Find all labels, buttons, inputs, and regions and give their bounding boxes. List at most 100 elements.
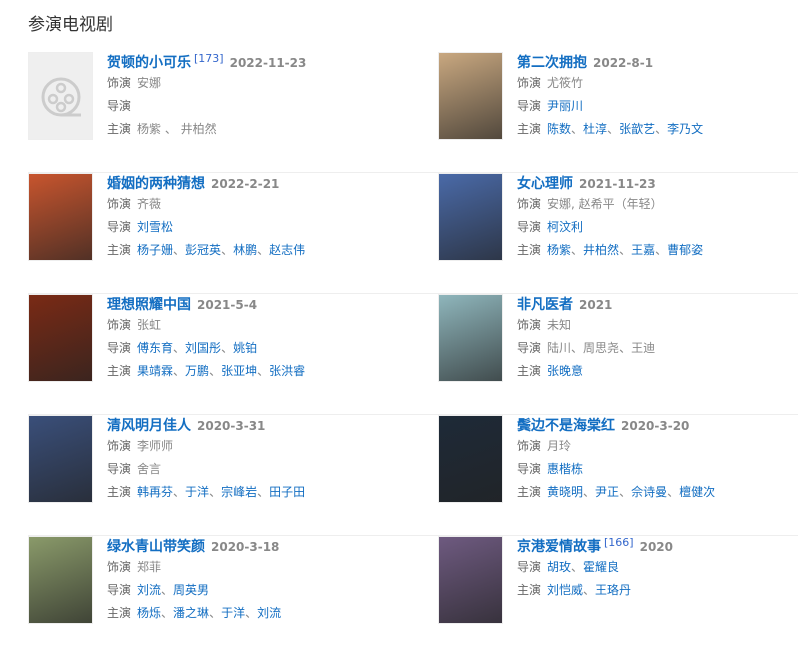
person-link[interactable]: 于洋 xyxy=(221,606,246,620)
role-row: 饰演 尤筱竹 xyxy=(517,72,703,95)
person-link[interactable]: 杨子姗 xyxy=(137,243,174,257)
drama-title-link[interactable]: 清风明月佳人 xyxy=(107,418,191,434)
person-link[interactable]: 尹丽川 xyxy=(547,99,584,113)
person-link[interactable]: 田子田 xyxy=(269,485,306,499)
poster-image[interactable] xyxy=(28,536,93,624)
drama-title-link[interactable]: 第二次拥抱 xyxy=(517,55,587,71)
person-link[interactable]: 赵志伟 xyxy=(269,243,306,257)
director-label: 导演 xyxy=(107,583,132,597)
drama-title-link[interactable]: 鬓边不是海棠红 xyxy=(517,418,615,434)
separator: 、 xyxy=(173,243,186,257)
separator: 、 xyxy=(161,122,181,136)
person-link[interactable]: 胡玫 xyxy=(547,560,572,574)
person-link[interactable]: 刘流 xyxy=(257,606,282,620)
poster-image[interactable] xyxy=(438,52,503,140)
director-row: 导演 惠楷栋 xyxy=(517,458,715,481)
drama-title-link[interactable]: 非凡医者 xyxy=(517,297,573,313)
person-link[interactable]: 陈数 xyxy=(547,122,572,136)
role-label: 饰演 xyxy=(107,439,132,453)
drama-item: 非凡医者 2021 饰演 未知 导演 陆川、周思尧、王迪 主演 张晚意 xyxy=(438,294,798,415)
person-link[interactable]: 韩再芬 xyxy=(137,485,174,499)
person-name: 张虹 xyxy=(137,318,162,332)
person-link[interactable]: 佘诗曼 xyxy=(631,485,668,499)
cast-label: 主演 xyxy=(517,583,542,597)
person-link[interactable]: 惠楷栋 xyxy=(547,462,584,476)
person-link[interactable]: 果靖霖 xyxy=(137,364,174,378)
director-label: 导演 xyxy=(107,462,132,476)
drama-title-link[interactable]: 理想照耀中国 xyxy=(107,297,191,313)
role-row: 饰演 张虹 xyxy=(107,314,305,337)
person-link[interactable]: 王珞丹 xyxy=(595,583,632,597)
release-date: 2021-5-4 xyxy=(197,298,258,312)
person-link[interactable]: 宗峰岩 xyxy=(221,485,258,499)
director-row: 导演 xyxy=(107,95,306,118)
person-name: 安娜, 赵希平（年轻） xyxy=(547,197,663,211)
person-link[interactable]: 林鹏 xyxy=(233,243,258,257)
drama-item: 清风明月佳人 2020-3-31 饰演 李师师 导演 舍言 主演 韩再芬、于洋、宗峰岩、田子田 xyxy=(28,415,438,536)
director-label: 导演 xyxy=(517,462,542,476)
person-link[interactable]: 曹郁姿 xyxy=(667,243,704,257)
person-name: 月玲 xyxy=(547,439,572,453)
person-link[interactable]: 黄晓明 xyxy=(547,485,584,499)
drama-title-link[interactable]: 京港爱情故事 xyxy=(517,539,601,555)
cast-row: 主演 杨子姗、彭冠英、林鹏、赵志伟 xyxy=(107,239,305,262)
person-link[interactable]: 霍耀良 xyxy=(583,560,620,574)
separator: 、 xyxy=(571,560,584,574)
person-link[interactable]: 李乃文 xyxy=(667,122,704,136)
poster-image[interactable] xyxy=(28,415,93,503)
person-link[interactable]: 杜淳 xyxy=(583,122,608,136)
role-label: 饰演 xyxy=(517,318,542,332)
poster-image[interactable] xyxy=(438,415,503,503)
director-row: 导演 舍言 xyxy=(107,458,305,481)
cast-label: 主演 xyxy=(517,122,542,136)
person-link[interactable]: 檀健次 xyxy=(679,485,716,499)
reference-link[interactable]: [166] xyxy=(604,536,634,549)
drama-title-link[interactable]: 女心理师 xyxy=(517,176,573,192)
poster-image[interactable] xyxy=(28,173,93,261)
person-link[interactable]: 刘国彤 xyxy=(185,341,222,355)
cast-row: 主演 张晚意 xyxy=(517,360,655,383)
person-link[interactable]: 潘之琳 xyxy=(173,606,210,620)
director-label: 导演 xyxy=(107,341,132,355)
person-link[interactable]: 张亚坤 xyxy=(221,364,258,378)
person-link[interactable]: 刘恺威 xyxy=(547,583,584,597)
poster-image[interactable] xyxy=(28,294,93,382)
separator: 、 xyxy=(571,122,584,136)
poster-image[interactable] xyxy=(438,173,503,261)
person-link[interactable]: 杨紫 xyxy=(547,243,572,257)
director-row: 导演 尹丽川 xyxy=(517,95,703,118)
drama-title-link[interactable]: 婚姻的两种猜想 xyxy=(107,176,205,192)
person-link[interactable]: 彭冠英 xyxy=(185,243,222,257)
person-link[interactable]: 柯汶利 xyxy=(547,220,584,234)
section-title: 参演电视剧 xyxy=(28,15,113,35)
poster-image[interactable] xyxy=(438,294,503,382)
person-link[interactable]: 尹正 xyxy=(595,485,620,499)
person-link[interactable]: 刘流 xyxy=(137,583,162,597)
cast-label: 主演 xyxy=(107,364,132,378)
drama-title-link[interactable]: 贺顿的小可乐 xyxy=(107,55,191,71)
poster-image[interactable] xyxy=(438,536,503,624)
person-link[interactable]: 于洋 xyxy=(185,485,210,499)
person-link[interactable]: 万鹏 xyxy=(185,364,210,378)
person-link[interactable]: 张洪睿 xyxy=(269,364,306,378)
reference-link[interactable]: [173] xyxy=(194,52,224,65)
separator: 、 xyxy=(257,364,270,378)
release-date: 2022-8-1 xyxy=(593,56,654,70)
person-link[interactable]: 刘雪松 xyxy=(137,220,174,234)
role-row: 饰演 月玲 xyxy=(517,435,715,458)
film-reel-placeholder-icon[interactable] xyxy=(28,52,93,140)
separator: 、 xyxy=(619,341,632,355)
person-link[interactable]: 周英男 xyxy=(173,583,210,597)
person-link[interactable]: 井柏然 xyxy=(583,243,620,257)
person-link[interactable]: 杨烁 xyxy=(137,606,162,620)
separator: 、 xyxy=(173,341,186,355)
role-label: 饰演 xyxy=(107,76,132,90)
person-name: 王迪 xyxy=(631,341,656,355)
person-link[interactable]: 姚铂 xyxy=(233,341,258,355)
person-link[interactable]: 王嘉 xyxy=(631,243,656,257)
person-link[interactable]: 傅东育 xyxy=(137,341,174,355)
person-link[interactable]: 张晚意 xyxy=(547,364,584,378)
person-link[interactable]: 张歆艺 xyxy=(619,122,656,136)
drama-title-link[interactable]: 绿水青山带笑颜 xyxy=(107,539,205,555)
separator: 、 xyxy=(583,583,596,597)
